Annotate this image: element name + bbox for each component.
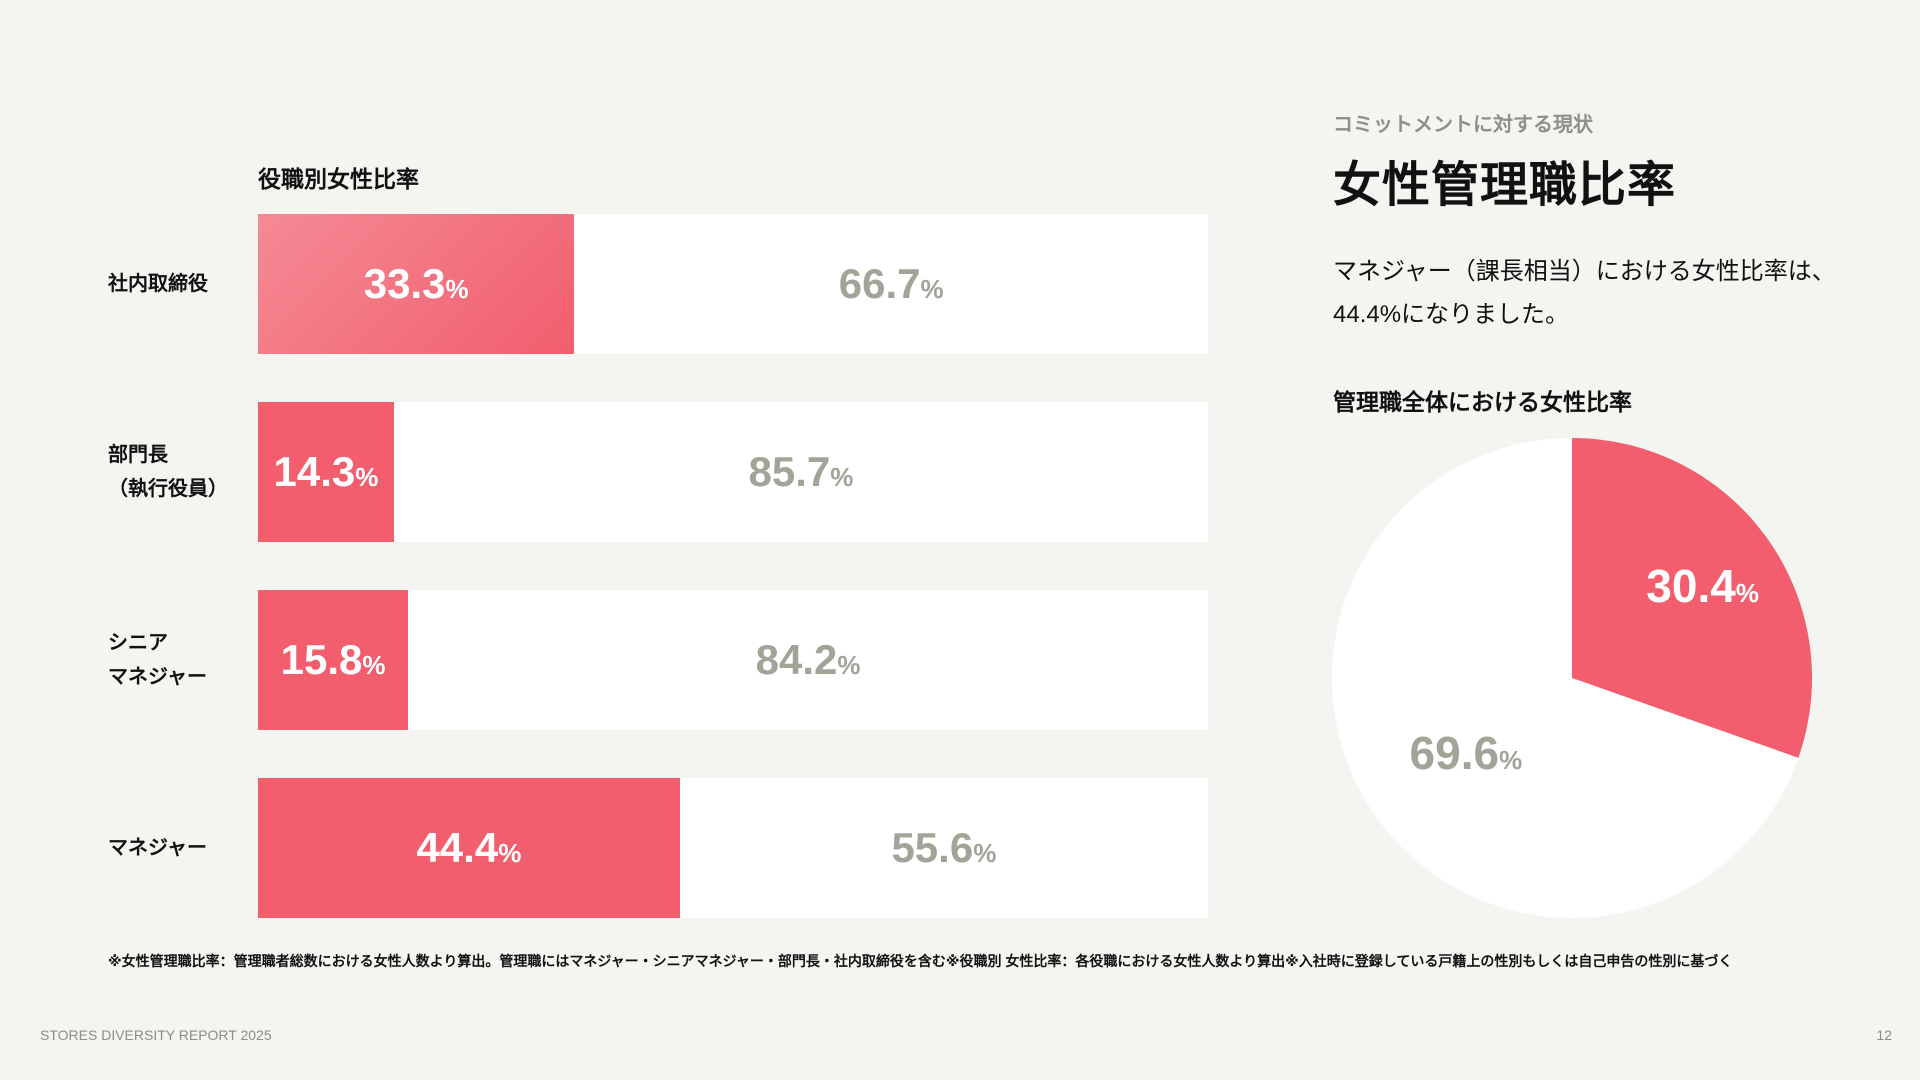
bar-track: 14.3% 85.7% bbox=[258, 402, 1208, 542]
value-number: 85.7 bbox=[748, 448, 831, 495]
value-unit: % bbox=[1499, 745, 1523, 776]
bar-male-value: 85.7% bbox=[748, 402, 853, 542]
bar-category-label: 社内取締役 bbox=[108, 267, 248, 301]
value-unit: % bbox=[362, 650, 386, 680]
value-number: 84.2 bbox=[755, 636, 838, 683]
value-unit: % bbox=[973, 838, 997, 868]
value-number: 33.3 bbox=[363, 260, 446, 307]
value-number: 15.8 bbox=[280, 636, 363, 683]
bar-category-label: 部門長 （執行役員） bbox=[108, 438, 248, 506]
bar-male-value: 66.7% bbox=[839, 214, 944, 354]
value-number: 66.7 bbox=[838, 260, 921, 307]
footnote: ※女性管理職比率：管理職者総数における女性人数より算出。管理職にはマネジャー・シ… bbox=[108, 953, 1733, 969]
bar-male-value: 55.6% bbox=[891, 778, 996, 918]
bar-category-line: 社内取締役 bbox=[108, 273, 208, 295]
summary-line: 44.4%になりました。 bbox=[1333, 301, 1570, 328]
pie-label-male: 69.6% bbox=[1410, 726, 1523, 780]
bar-category-label: マネジャー bbox=[108, 831, 248, 865]
value-unit: % bbox=[830, 462, 854, 492]
value-number: 69.6 bbox=[1409, 727, 1500, 780]
value-unit: % bbox=[355, 462, 379, 492]
value-unit: % bbox=[498, 838, 522, 868]
bar-track: 33.3% 66.7% bbox=[258, 214, 1208, 354]
pie-chart-title: 管理職全体における女性比率 bbox=[1333, 389, 1632, 415]
pie-label-female: 30.4% bbox=[1646, 559, 1759, 613]
value-unit: % bbox=[920, 274, 944, 304]
value-number: 44.4 bbox=[416, 824, 499, 871]
pie-chart bbox=[1332, 438, 1812, 918]
bar-female bbox=[258, 778, 680, 918]
pie-slice-male bbox=[1332, 438, 1799, 918]
value-unit: % bbox=[837, 650, 861, 680]
bar-category-line: マネジャー bbox=[108, 666, 207, 688]
page-number: 12 bbox=[1876, 1027, 1892, 1043]
bar-female-value: 33.3% bbox=[364, 214, 469, 354]
bar-category-line: マネジャー bbox=[108, 837, 207, 859]
bar-female bbox=[258, 402, 394, 542]
summary-line: マネジャー（課長相当）における女性比率は、 bbox=[1333, 258, 1836, 285]
summary-text: マネジャー（課長相当）における女性比率は、 44.4%になりました。 bbox=[1333, 250, 1873, 336]
bar-male-value: 84.2% bbox=[756, 590, 861, 730]
bar-female-value: 15.8% bbox=[281, 590, 386, 730]
eyebrow-text: コミットメントに対する現状 bbox=[1333, 114, 1593, 136]
value-number: 30.4 bbox=[1646, 559, 1736, 612]
bar-female bbox=[258, 590, 409, 730]
bar-chart-title: 役職別女性比率 bbox=[258, 166, 419, 192]
report-name: STORES DIVERSITY REPORT 2025 bbox=[40, 1027, 272, 1043]
bar-female bbox=[258, 214, 575, 354]
bar-category-line: （執行役員） bbox=[108, 478, 228, 500]
value-unit: % bbox=[445, 274, 469, 304]
bar-female-value: 14.3% bbox=[273, 402, 378, 542]
bar-track: 15.8% 84.2% bbox=[258, 590, 1208, 730]
value-number: 55.6 bbox=[891, 824, 974, 871]
value-unit: % bbox=[1735, 577, 1759, 608]
bar-track: 44.4% 55.6% bbox=[258, 778, 1208, 918]
bar-category-line: 部門長 bbox=[108, 444, 168, 466]
bar-category-label: シニア マネジャー bbox=[108, 626, 248, 694]
value-number: 14.3 bbox=[273, 448, 356, 495]
page-title: 女性管理職比率 bbox=[1333, 159, 1677, 212]
bar-category-line: シニア bbox=[108, 632, 168, 654]
pie-slice-female bbox=[1572, 438, 1812, 758]
bar-female-value: 44.4% bbox=[416, 778, 521, 918]
